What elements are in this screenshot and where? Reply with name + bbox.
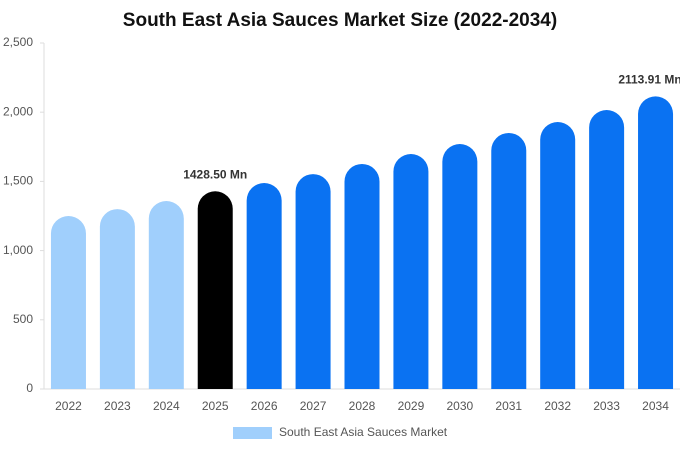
bar [393,153,429,389]
bar [246,183,282,389]
x-tick-label: 2025 [202,399,229,413]
x-tick-label: 2024 [153,399,180,413]
value-label: 1428.50 Mn [183,167,247,181]
y-tick-label: 0 [26,381,33,395]
y-tick-label: 2,500 [3,35,33,49]
bar [638,96,674,390]
bar [491,132,527,389]
x-tick-label: 2028 [349,399,376,413]
bar [589,109,625,390]
y-tick-label: 2,000 [3,104,33,118]
x-tick-label: 2032 [544,399,571,413]
legend-label: South East Asia Sauces Market [279,425,448,439]
value-label: 2113.91 Mn [618,73,680,87]
y-tick-label: 1,000 [3,243,33,257]
bar [540,122,576,389]
x-tick-label: 2033 [593,399,620,413]
bar [442,144,478,389]
x-tick-label: 2029 [398,399,425,413]
x-tick-label: 2031 [495,399,522,413]
x-tick-label: 2030 [446,399,473,413]
y-tick-label: 1,500 [3,174,33,188]
chart-title: South East Asia Sauces Market Size (2022… [123,10,557,31]
legend-swatch [233,427,272,439]
bar [344,163,380,389]
x-tick-label: 2022 [55,399,82,413]
x-tick-label: 2026 [251,399,278,413]
x-tick-label: 2023 [104,399,131,413]
bar [148,201,184,389]
y-tick-label: 500 [13,312,33,326]
x-tick-label: 2027 [300,399,327,413]
bar [50,216,86,389]
bar [295,174,331,389]
bar [197,191,233,389]
bar [99,209,135,389]
x-tick-label: 2034 [642,399,669,413]
